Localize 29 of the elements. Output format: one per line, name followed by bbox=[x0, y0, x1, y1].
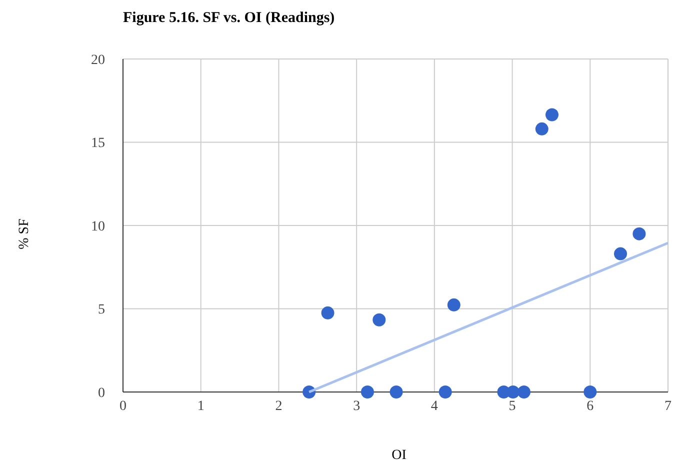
point bbox=[535, 122, 548, 136]
y-tick-label: 10 bbox=[91, 219, 105, 234]
point bbox=[614, 247, 628, 260]
x-tick-label: 3 bbox=[353, 398, 360, 414]
y-axis-title: % SF bbox=[17, 218, 33, 252]
point bbox=[321, 306, 334, 320]
x-tick-label: 0 bbox=[120, 398, 126, 414]
y-tick-label: 15 bbox=[91, 136, 105, 152]
x-tick-label: 7 bbox=[664, 398, 672, 414]
point bbox=[545, 108, 558, 122]
point bbox=[438, 386, 452, 398]
point bbox=[360, 386, 374, 398]
x-tick-label: 5 bbox=[508, 398, 516, 414]
y-tick-label: 5 bbox=[98, 302, 105, 318]
x-tick-label: 6 bbox=[586, 398, 594, 414]
point bbox=[584, 386, 597, 398]
point bbox=[517, 386, 530, 398]
x-axis-title: OI bbox=[390, 448, 408, 464]
point bbox=[372, 313, 386, 326]
point bbox=[390, 386, 403, 398]
chart-title: Figure 5.16. SF vs. OI (Readings) bbox=[123, 10, 335, 27]
x-tick-label: 4 bbox=[430, 398, 438, 414]
point bbox=[506, 386, 520, 398]
point bbox=[632, 227, 646, 240]
y-tick-label: 20 bbox=[91, 52, 105, 68]
y-tick-label: 0 bbox=[98, 386, 105, 401]
x-tick-label: 2 bbox=[275, 398, 282, 414]
x-tick-label: 1 bbox=[197, 398, 204, 414]
point bbox=[447, 298, 460, 312]
